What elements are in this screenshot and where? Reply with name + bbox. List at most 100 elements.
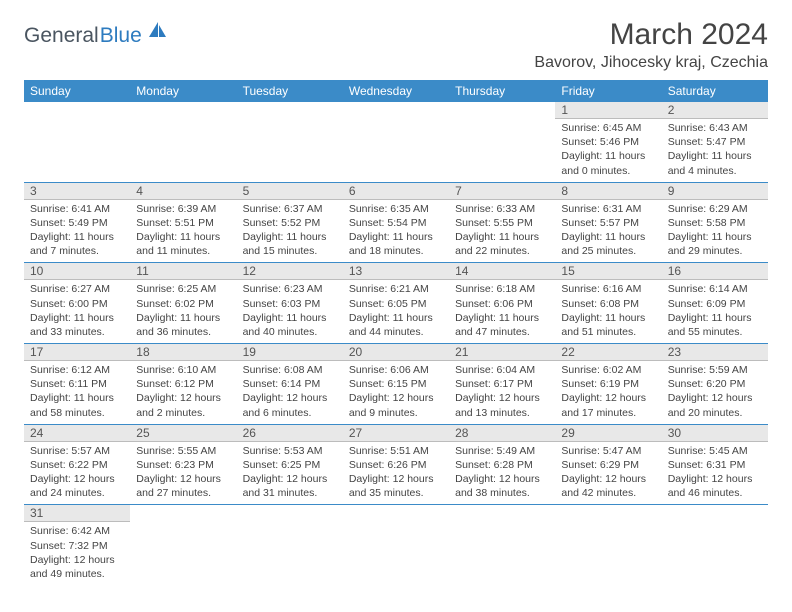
sunset-text: Sunset: 6:09 PM [668, 297, 762, 311]
day-number: 9 [662, 183, 768, 200]
sunset-text: Sunset: 5:58 PM [668, 216, 762, 230]
sunrise-text: Sunrise: 5:53 AM [243, 444, 337, 458]
daylight-text: Daylight: 12 hours and 35 minutes. [349, 472, 443, 500]
brand-logo: General Blue [24, 24, 169, 48]
daylight-text: Daylight: 12 hours and 20 minutes. [668, 391, 762, 419]
day-cell: 22Sunrise: 6:02 AMSunset: 6:19 PMDayligh… [555, 344, 661, 425]
day-content: Sunrise: 6:08 AMSunset: 6:14 PMDaylight:… [237, 361, 343, 424]
day-number: 26 [237, 425, 343, 442]
sunrise-text: Sunrise: 6:04 AM [455, 363, 549, 377]
sunset-text: Sunset: 5:46 PM [561, 135, 655, 149]
daylight-text: Daylight: 11 hours and 29 minutes. [668, 230, 762, 258]
day-cell: 31Sunrise: 6:42 AMSunset: 7:32 PMDayligh… [24, 505, 130, 585]
sunset-text: Sunset: 6:14 PM [243, 377, 337, 391]
day-number: 21 [449, 344, 555, 361]
daylight-text: Daylight: 12 hours and 46 minutes. [668, 472, 762, 500]
day-cell [343, 505, 449, 585]
day-cell: 17Sunrise: 6:12 AMSunset: 6:11 PMDayligh… [24, 344, 130, 425]
day-number: 30 [662, 425, 768, 442]
day-cell [237, 102, 343, 182]
day-cell: 20Sunrise: 6:06 AMSunset: 6:15 PMDayligh… [343, 344, 449, 425]
day-content: Sunrise: 5:47 AMSunset: 6:29 PMDaylight:… [555, 442, 661, 505]
day-number: 17 [24, 344, 130, 361]
title-block: March 2024 Bavorov, Jihocesky kraj, Czec… [534, 18, 768, 72]
day-number: 2 [662, 102, 768, 119]
sunrise-text: Sunrise: 6:31 AM [561, 202, 655, 216]
day-cell: 25Sunrise: 5:55 AMSunset: 6:23 PMDayligh… [130, 424, 236, 505]
day-cell [130, 102, 236, 182]
sunrise-text: Sunrise: 6:43 AM [668, 121, 762, 135]
sunrise-text: Sunrise: 6:02 AM [561, 363, 655, 377]
day-content: Sunrise: 6:25 AMSunset: 6:02 PMDaylight:… [130, 280, 236, 343]
day-content: Sunrise: 6:23 AMSunset: 6:03 PMDaylight:… [237, 280, 343, 343]
daylight-text: Daylight: 12 hours and 9 minutes. [349, 391, 443, 419]
day-number: 10 [24, 263, 130, 280]
sunrise-text: Sunrise: 6:18 AM [455, 282, 549, 296]
day-number: 13 [343, 263, 449, 280]
day-content: Sunrise: 5:57 AMSunset: 6:22 PMDaylight:… [24, 442, 130, 505]
day-cell: 11Sunrise: 6:25 AMSunset: 6:02 PMDayligh… [130, 263, 236, 344]
day-header-cell: Tuesday [237, 80, 343, 102]
sunrise-text: Sunrise: 5:59 AM [668, 363, 762, 377]
sunrise-text: Sunrise: 6:35 AM [349, 202, 443, 216]
daylight-text: Daylight: 11 hours and 25 minutes. [561, 230, 655, 258]
sunset-text: Sunset: 6:20 PM [668, 377, 762, 391]
day-cell: 18Sunrise: 6:10 AMSunset: 6:12 PMDayligh… [130, 344, 236, 425]
sunset-text: Sunset: 6:31 PM [668, 458, 762, 472]
day-content: Sunrise: 5:59 AMSunset: 6:20 PMDaylight:… [662, 361, 768, 424]
day-cell: 6Sunrise: 6:35 AMSunset: 5:54 PMDaylight… [343, 182, 449, 263]
day-number: 16 [662, 263, 768, 280]
daylight-text: Daylight: 12 hours and 2 minutes. [136, 391, 230, 419]
day-cell: 19Sunrise: 6:08 AMSunset: 6:14 PMDayligh… [237, 344, 343, 425]
day-number: 31 [24, 505, 130, 522]
day-cell: 26Sunrise: 5:53 AMSunset: 6:25 PMDayligh… [237, 424, 343, 505]
day-content: Sunrise: 6:12 AMSunset: 6:11 PMDaylight:… [24, 361, 130, 424]
sunset-text: Sunset: 6:05 PM [349, 297, 443, 311]
day-cell: 16Sunrise: 6:14 AMSunset: 6:09 PMDayligh… [662, 263, 768, 344]
sunset-text: Sunset: 6:11 PM [30, 377, 124, 391]
sunset-text: Sunset: 6:19 PM [561, 377, 655, 391]
week-row: 17Sunrise: 6:12 AMSunset: 6:11 PMDayligh… [24, 344, 768, 425]
sunset-text: Sunset: 5:47 PM [668, 135, 762, 149]
day-number: 18 [130, 344, 236, 361]
sunset-text: Sunset: 6:00 PM [30, 297, 124, 311]
day-cell: 5Sunrise: 6:37 AMSunset: 5:52 PMDaylight… [237, 182, 343, 263]
brand-text-blue: Blue [100, 24, 142, 48]
day-content: Sunrise: 6:14 AMSunset: 6:09 PMDaylight:… [662, 280, 768, 343]
day-header-cell: Saturday [662, 80, 768, 102]
sunrise-text: Sunrise: 6:14 AM [668, 282, 762, 296]
daylight-text: Daylight: 11 hours and 44 minutes. [349, 311, 443, 339]
day-number: 4 [130, 183, 236, 200]
day-content: Sunrise: 6:04 AMSunset: 6:17 PMDaylight:… [449, 361, 555, 424]
day-cell: 24Sunrise: 5:57 AMSunset: 6:22 PMDayligh… [24, 424, 130, 505]
page-header: General Blue March 2024 Bavorov, Jihoces… [24, 18, 768, 72]
daylight-text: Daylight: 11 hours and 36 minutes. [136, 311, 230, 339]
day-number: 19 [237, 344, 343, 361]
sunset-text: Sunset: 6:06 PM [455, 297, 549, 311]
sunrise-text: Sunrise: 6:21 AM [349, 282, 443, 296]
sunrise-text: Sunrise: 5:57 AM [30, 444, 124, 458]
day-content: Sunrise: 6:43 AMSunset: 5:47 PMDaylight:… [662, 119, 768, 182]
day-cell [237, 505, 343, 585]
sail-icon [147, 21, 169, 44]
day-number: 12 [237, 263, 343, 280]
daylight-text: Daylight: 11 hours and 33 minutes. [30, 311, 124, 339]
sunrise-text: Sunrise: 6:06 AM [349, 363, 443, 377]
sunset-text: Sunset: 6:26 PM [349, 458, 443, 472]
day-content: Sunrise: 6:42 AMSunset: 7:32 PMDaylight:… [24, 522, 130, 585]
day-content: Sunrise: 6:33 AMSunset: 5:55 PMDaylight:… [449, 200, 555, 263]
day-number: 7 [449, 183, 555, 200]
sunrise-text: Sunrise: 6:39 AM [136, 202, 230, 216]
daylight-text: Daylight: 12 hours and 13 minutes. [455, 391, 549, 419]
day-content: Sunrise: 5:49 AMSunset: 6:28 PMDaylight:… [449, 442, 555, 505]
sunrise-text: Sunrise: 6:42 AM [30, 524, 124, 538]
daylight-text: Daylight: 12 hours and 27 minutes. [136, 472, 230, 500]
day-cell [24, 102, 130, 182]
sunrise-text: Sunrise: 6:27 AM [30, 282, 124, 296]
day-cell: 15Sunrise: 6:16 AMSunset: 6:08 PMDayligh… [555, 263, 661, 344]
day-number: 8 [555, 183, 661, 200]
daylight-text: Daylight: 12 hours and 24 minutes. [30, 472, 124, 500]
day-number: 22 [555, 344, 661, 361]
sunrise-text: Sunrise: 6:25 AM [136, 282, 230, 296]
week-row: 1Sunrise: 6:45 AMSunset: 5:46 PMDaylight… [24, 102, 768, 182]
